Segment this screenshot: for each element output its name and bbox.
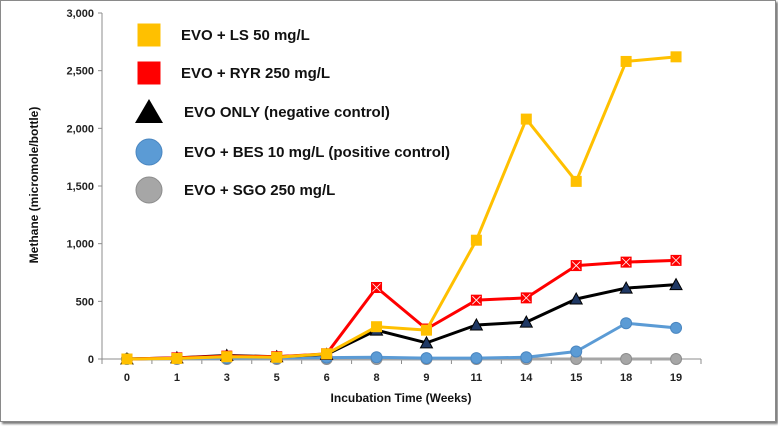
- data-point-circle: [620, 317, 633, 330]
- y-tick-label: 0: [88, 354, 94, 366]
- data-point-square: [171, 352, 183, 364]
- x-tick-label: 15: [570, 372, 582, 384]
- legend-swatch-square: [137, 61, 161, 85]
- legend-item-3: EVO + BES 10 mg/L (positive control): [135, 138, 450, 166]
- legend-label: EVO + RYR 250 mg/L: [181, 65, 330, 82]
- data-point-circle: [370, 351, 383, 364]
- data-point-square-x: [570, 260, 582, 272]
- data-point-square-x: [620, 256, 632, 268]
- series-0: [121, 51, 682, 365]
- y-tick-label: 1,500: [66, 181, 94, 193]
- y-tick-label: 2,500: [66, 66, 94, 78]
- data-point-triangle: [519, 315, 534, 328]
- data-point-square: [271, 351, 283, 363]
- series-1: [121, 254, 682, 365]
- legend-item-0: EVO + LS 50 mg/L: [137, 23, 310, 47]
- legend-item-2: EVO ONLY (negative control): [135, 99, 390, 123]
- data-point-square: [221, 351, 233, 363]
- data-point-square-x: [520, 292, 532, 304]
- data-point-triangle: [569, 291, 584, 305]
- data-point-square: [470, 234, 482, 246]
- x-tick-label: 19: [670, 372, 682, 384]
- square-x-cross: [571, 261, 581, 270]
- data-point-square: [371, 321, 383, 333]
- data-point-square: [570, 175, 582, 187]
- data-point-square-x: [670, 254, 682, 266]
- legend-label: EVO + BES 10 mg/L (positive control): [184, 144, 450, 161]
- legend-swatch-triangle: [135, 99, 163, 123]
- legend-label: EVO ONLY (negative control): [184, 104, 390, 121]
- data-point-square: [670, 51, 682, 63]
- legend-swatch-circle: [135, 138, 163, 166]
- square-x-cross: [472, 295, 481, 305]
- legend-label: EVO + LS 50 mg/L: [181, 27, 310, 44]
- x-tick-label: 0: [124, 372, 130, 384]
- data-point-circle: [470, 352, 483, 365]
- data-point-circle: [620, 353, 633, 365]
- data-point-square-x: [470, 294, 482, 306]
- data-point-square-x: [371, 281, 383, 293]
- data-point-square: [520, 113, 532, 125]
- data-point-circle: [670, 353, 683, 365]
- legend: EVO + LS 50 mg/L EVO + RYR 250 mg/L EVO ON…: [135, 23, 450, 204]
- square-x-cross: [522, 293, 531, 303]
- x-tick-label: 18: [620, 372, 632, 384]
- legend-item-4: EVO + SGO 250 mg/L: [135, 176, 335, 204]
- legend-swatch-square: [137, 23, 161, 47]
- square-x-cross: [671, 256, 681, 265]
- x-tick-label: 3: [224, 372, 230, 384]
- y-tick-label: 1,000: [66, 239, 94, 251]
- x-tick-label: 11: [471, 372, 483, 384]
- x-axis-title: Incubation Time (Weeks): [331, 391, 472, 405]
- data-point-circle: [520, 351, 533, 364]
- data-point-circle: [420, 352, 433, 365]
- y-tick-label: 2,000: [66, 123, 94, 135]
- series-layer: [120, 51, 683, 365]
- data-point-square: [121, 353, 133, 365]
- square-x-cross: [621, 257, 631, 267]
- data-point-triangle: [619, 281, 633, 294]
- data-point-triangle: [669, 277, 683, 291]
- x-tick-label: 8: [373, 372, 379, 384]
- x-tick-label: 1: [174, 372, 180, 384]
- data-point-circle: [670, 321, 683, 334]
- y-tick-label: 500: [76, 296, 94, 308]
- series-2: [120, 277, 683, 365]
- square-x-cross: [372, 283, 381, 292]
- x-tick-label: 5: [274, 372, 280, 384]
- series-line: [126, 283, 677, 361]
- legend-item-1: EVO + RYR 250 mg/L: [137, 61, 330, 85]
- legend-label: EVO + SGO 250 mg/L: [184, 182, 335, 199]
- x-tick-label: 6: [324, 372, 330, 384]
- x-tick-label: 14: [520, 372, 533, 384]
- series-line: [126, 258, 677, 361]
- data-point-square: [321, 348, 333, 360]
- x-tick-label: 9: [423, 372, 429, 384]
- data-point-square: [420, 324, 432, 336]
- y-axis-title: Methane (micromole/bottle): [27, 107, 41, 264]
- data-point-square: [620, 55, 632, 67]
- data-point-triangle: [469, 317, 484, 331]
- y-tick-label: 3,000: [66, 8, 94, 20]
- data-point-circle: [570, 345, 583, 358]
- series-line: [126, 55, 677, 361]
- legend-swatch-circle: [135, 176, 163, 204]
- data-point-triangle: [419, 335, 434, 349]
- axes: 0 500 1,000 1,500 2,000 2,500 3,000 0 1 3 5 6 8 9 11 14…: [66, 8, 702, 384]
